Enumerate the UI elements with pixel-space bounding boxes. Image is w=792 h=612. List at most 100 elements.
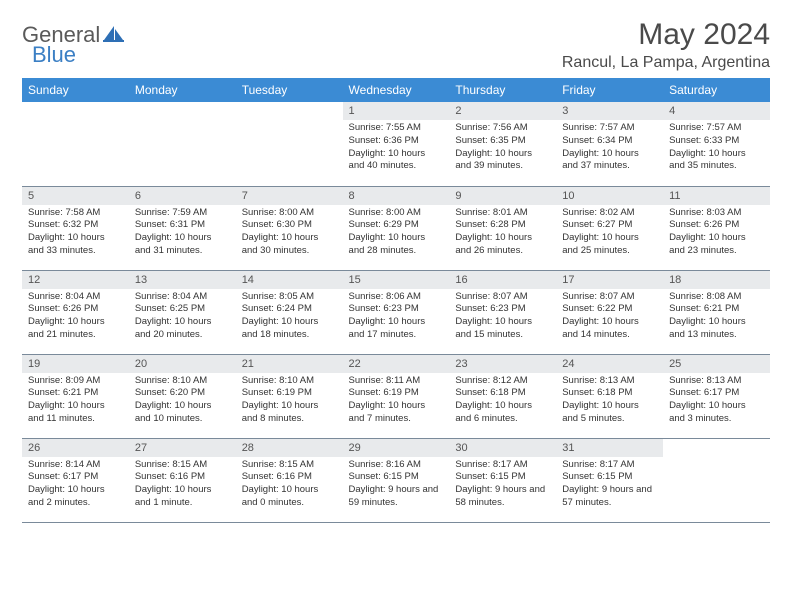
day-body: Sunrise: 8:07 AMSunset: 6:22 PMDaylight:… — [556, 289, 663, 346]
day-body: Sunrise: 7:55 AMSunset: 6:36 PMDaylight:… — [343, 120, 450, 177]
calendar-week-row: 26Sunrise: 8:14 AMSunset: 6:17 PMDayligh… — [22, 438, 770, 522]
day-line: Sunrise: 8:05 AM — [242, 291, 337, 304]
day-number: 23 — [449, 355, 556, 373]
calendar-day-cell: 19Sunrise: 8:09 AMSunset: 6:21 PMDayligh… — [22, 354, 129, 438]
day-line: Sunrise: 8:17 AM — [455, 459, 550, 472]
calendar-day-cell: 8Sunrise: 8:00 AMSunset: 6:29 PMDaylight… — [343, 186, 450, 270]
day-number: 30 — [449, 439, 556, 457]
day-body: Sunrise: 8:13 AMSunset: 6:17 PMDaylight:… — [663, 373, 770, 430]
day-line: Daylight: 10 hours and 3 minutes. — [669, 400, 764, 426]
calendar-day-cell: 23Sunrise: 8:12 AMSunset: 6:18 PMDayligh… — [449, 354, 556, 438]
day-body: Sunrise: 7:59 AMSunset: 6:31 PMDaylight:… — [129, 205, 236, 262]
day-number: 29 — [343, 439, 450, 457]
day-body: Sunrise: 8:16 AMSunset: 6:15 PMDaylight:… — [343, 457, 450, 514]
day-number: 2 — [449, 102, 556, 120]
weekday-header: Wednesday — [343, 78, 450, 102]
calendar-day-cell: 13 Sunrise: 8:04 AMSunset: 6:25 PMDayligh… — [129, 270, 236, 354]
day-number: 24 — [556, 355, 663, 373]
day-body: Sunrise: 8:13 AMSunset: 6:18 PMDaylight:… — [556, 373, 663, 430]
day-line: Daylight: 10 hours and 28 minutes. — [349, 232, 444, 258]
day-body: Sunrise: 8:02 AMSunset: 6:27 PMDaylight:… — [556, 205, 663, 262]
day-number: 6 — [129, 187, 236, 205]
day-line: Sunrise: 8:12 AM — [455, 375, 550, 388]
day-number — [236, 102, 343, 120]
day-number: 13 — [129, 271, 236, 289]
day-line: Sunrise: 8:03 AM — [669, 207, 764, 220]
day-body: Sunrise: 7:57 AMSunset: 6:33 PMDaylight:… — [663, 120, 770, 177]
day-number: 15 — [343, 271, 450, 289]
day-number: 21 — [236, 355, 343, 373]
day-line: Sunrise: 8:10 AM — [242, 375, 337, 388]
day-body — [129, 120, 236, 126]
day-line: Sunset: 6:28 PM — [455, 219, 550, 232]
calendar-day-cell: 22Sunrise: 8:11 AMSunset: 6:19 PMDayligh… — [343, 354, 450, 438]
calendar-day-cell: 16Sunrise: 8:07 AMSunset: 6:23 PMDayligh… — [449, 270, 556, 354]
day-line: Sunset: 6:21 PM — [28, 387, 123, 400]
day-line: Daylight: 10 hours and 0 minutes. — [242, 484, 337, 510]
day-line: Sunset: 6:21 PM — [669, 303, 764, 316]
calendar-day-cell: 6Sunrise: 7:59 AMSunset: 6:31 PMDaylight… — [129, 186, 236, 270]
day-number: 16 — [449, 271, 556, 289]
day-number — [22, 102, 129, 120]
day-line: Sunrise: 7:59 AM — [135, 207, 230, 220]
day-line: Daylight: 10 hours and 20 minutes. — [135, 316, 230, 342]
day-number: 12 — [22, 271, 129, 289]
calendar-day-cell: 20Sunrise: 8:10 AMSunset: 6:20 PMDayligh… — [129, 354, 236, 438]
day-line: Daylight: 10 hours and 33 minutes. — [28, 232, 123, 258]
day-body: Sunrise: 8:07 AMSunset: 6:23 PMDaylight:… — [449, 289, 556, 346]
calendar-day-cell: 1Sunrise: 7:55 AMSunset: 6:36 PMDaylight… — [343, 102, 450, 186]
day-line: Daylight: 10 hours and 2 minutes. — [28, 484, 123, 510]
calendar-day-cell: 7Sunrise: 8:00 AMSunset: 6:30 PMDaylight… — [236, 186, 343, 270]
day-number: 28 — [236, 439, 343, 457]
day-number: 11 — [663, 187, 770, 205]
day-line: Sunrise: 8:07 AM — [562, 291, 657, 304]
day-line: Sunset: 6:25 PM — [135, 303, 230, 316]
day-line: Sunset: 6:29 PM — [349, 219, 444, 232]
day-line: Daylight: 10 hours and 39 minutes. — [455, 148, 550, 174]
weekday-header: Monday — [129, 78, 236, 102]
weekday-header: Thursday — [449, 78, 556, 102]
day-line: Sunset: 6:23 PM — [349, 303, 444, 316]
day-line: Sunset: 6:19 PM — [349, 387, 444, 400]
calendar-day-cell: 4Sunrise: 7:57 AMSunset: 6:33 PMDaylight… — [663, 102, 770, 186]
calendar-day-cell: 28Sunrise: 8:15 AMSunset: 6:16 PMDayligh… — [236, 438, 343, 522]
day-line: Daylight: 10 hours and 14 minutes. — [562, 316, 657, 342]
day-line: Sunrise: 8:08 AM — [669, 291, 764, 304]
day-line: Sunrise: 8:00 AM — [349, 207, 444, 220]
day-line: Sunset: 6:16 PM — [242, 471, 337, 484]
day-body: Sunrise: 8:15 AMSunset: 6:16 PMDaylight:… — [129, 457, 236, 514]
day-line: Sunrise: 7:56 AM — [455, 122, 550, 135]
day-line: Sunset: 6:15 PM — [349, 471, 444, 484]
day-line: Sunrise: 8:01 AM — [455, 207, 550, 220]
day-body: Sunrise: 8:04 AMSunset: 6:26 PMDaylight:… — [22, 289, 129, 346]
calendar-week-row: 5Sunrise: 7:58 AMSunset: 6:32 PMDaylight… — [22, 186, 770, 270]
logo-sail-icon — [103, 24, 125, 47]
month-title: May 2024 — [562, 18, 770, 52]
weekday-header: Friday — [556, 78, 663, 102]
day-body: Sunrise: 7:58 AMSunset: 6:32 PMDaylight:… — [22, 205, 129, 262]
day-line: Sunrise: 8:00 AM — [242, 207, 337, 220]
day-line: Daylight: 10 hours and 6 minutes. — [455, 400, 550, 426]
day-number: 10 — [556, 187, 663, 205]
day-line: Daylight: 9 hours and 58 minutes. — [455, 484, 550, 510]
calendar-day-cell: 17Sunrise: 8:07 AMSunset: 6:22 PMDayligh… — [556, 270, 663, 354]
calendar-table: SundayMondayTuesdayWednesdayThursdayFrid… — [22, 78, 770, 523]
day-line: Daylight: 10 hours and 13 minutes. — [669, 316, 764, 342]
logo-text-blue: Blue — [32, 42, 76, 67]
day-number: 18 — [663, 271, 770, 289]
day-line: Sunrise: 8:02 AM — [562, 207, 657, 220]
header: General May 2024 Rancul, La Pampa, Argen… — [22, 18, 770, 72]
day-body: Sunrise: 7:56 AMSunset: 6:35 PMDaylight:… — [449, 120, 556, 177]
day-line: Daylight: 10 hours and 37 minutes. — [562, 148, 657, 174]
day-line: Daylight: 10 hours and 8 minutes. — [242, 400, 337, 426]
day-body: Sunrise: 8:17 AMSunset: 6:15 PMDaylight:… — [449, 457, 556, 514]
day-line: Sunset: 6:22 PM — [562, 303, 657, 316]
day-number: 31 — [556, 439, 663, 457]
day-line: Daylight: 10 hours and 7 minutes. — [349, 400, 444, 426]
day-line: Sunrise: 7:55 AM — [349, 122, 444, 135]
day-line: Sunrise: 7:58 AM — [28, 207, 123, 220]
day-line: Sunrise: 8:04 AM — [135, 291, 230, 304]
day-line: Sunrise: 8:16 AM — [349, 459, 444, 472]
day-number: 26 — [22, 439, 129, 457]
weekday-header: Saturday — [663, 78, 770, 102]
